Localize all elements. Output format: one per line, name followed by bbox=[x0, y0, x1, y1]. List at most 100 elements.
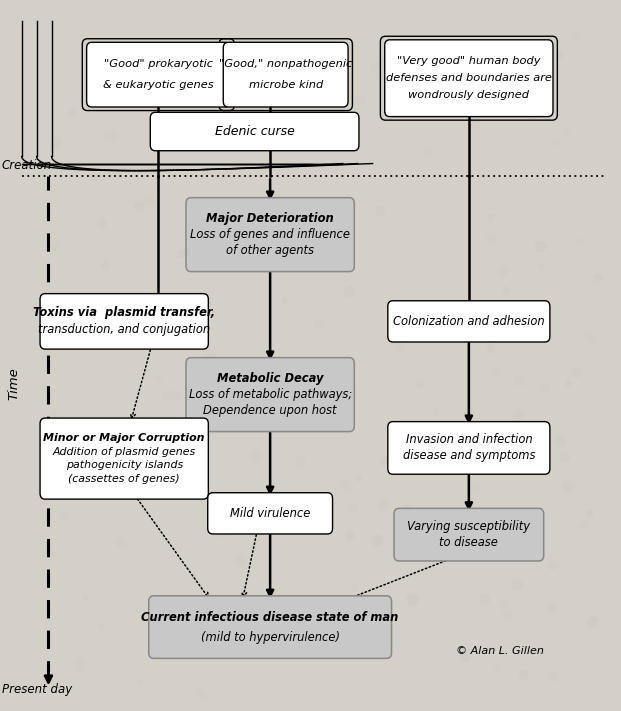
Point bbox=[273, 260, 283, 271]
Point bbox=[585, 331, 595, 343]
Point bbox=[547, 559, 557, 570]
Point bbox=[80, 591, 90, 602]
Point bbox=[573, 235, 582, 246]
Point bbox=[560, 451, 569, 463]
Point bbox=[136, 414, 146, 425]
Point bbox=[376, 205, 386, 216]
Text: Time: Time bbox=[7, 368, 20, 400]
Point bbox=[67, 106, 77, 117]
Point bbox=[58, 510, 68, 521]
Point bbox=[371, 63, 381, 74]
Point bbox=[592, 273, 602, 284]
FancyBboxPatch shape bbox=[388, 422, 550, 474]
Point bbox=[205, 348, 215, 360]
Point bbox=[94, 427, 104, 438]
Point bbox=[163, 389, 173, 400]
Point bbox=[502, 608, 512, 619]
Point bbox=[194, 477, 204, 488]
Point bbox=[87, 170, 97, 181]
Text: Metabolic Decay: Metabolic Decay bbox=[217, 372, 324, 385]
Point bbox=[244, 412, 254, 423]
Point bbox=[83, 452, 93, 464]
Point bbox=[525, 108, 535, 119]
Point bbox=[499, 599, 509, 611]
Point bbox=[514, 375, 524, 387]
Point bbox=[555, 435, 564, 447]
Point bbox=[173, 390, 183, 401]
Point bbox=[99, 260, 109, 271]
Point bbox=[344, 285, 354, 296]
Point bbox=[234, 215, 244, 226]
Point bbox=[486, 232, 496, 244]
Text: Present day: Present day bbox=[2, 683, 72, 696]
Point bbox=[340, 479, 350, 491]
Point bbox=[536, 261, 546, 272]
FancyBboxPatch shape bbox=[149, 596, 392, 658]
Point bbox=[348, 581, 358, 592]
Text: pathogenicity islands: pathogenicity islands bbox=[66, 461, 183, 471]
Point bbox=[106, 131, 116, 142]
Point bbox=[430, 406, 440, 417]
Point bbox=[396, 341, 406, 353]
FancyBboxPatch shape bbox=[394, 508, 544, 561]
FancyBboxPatch shape bbox=[186, 198, 354, 272]
Point bbox=[555, 49, 564, 60]
Point bbox=[176, 247, 186, 258]
Point bbox=[479, 594, 489, 605]
Point bbox=[210, 366, 220, 378]
Point bbox=[355, 94, 365, 105]
FancyBboxPatch shape bbox=[186, 358, 354, 432]
Point bbox=[485, 212, 495, 223]
Point bbox=[165, 314, 175, 326]
Point bbox=[535, 240, 545, 252]
Point bbox=[378, 499, 388, 510]
Text: (mild to hypervirulence): (mild to hypervirulence) bbox=[201, 631, 340, 643]
Text: Toxins via  plasmid transfer,: Toxins via plasmid transfer, bbox=[33, 306, 215, 319]
Point bbox=[153, 373, 163, 384]
FancyBboxPatch shape bbox=[388, 301, 550, 342]
Text: Current infectious disease state of man: Current infectious disease state of man bbox=[142, 611, 399, 624]
Point bbox=[48, 410, 58, 422]
Point bbox=[279, 215, 289, 226]
Point bbox=[353, 472, 363, 483]
Point bbox=[180, 44, 190, 55]
Point bbox=[570, 28, 580, 40]
Point bbox=[71, 431, 81, 442]
Point bbox=[347, 502, 356, 513]
Point bbox=[513, 410, 523, 421]
Point bbox=[272, 223, 282, 235]
Point bbox=[295, 455, 305, 466]
Point bbox=[96, 620, 106, 631]
Point bbox=[169, 458, 179, 469]
Text: Varying susceptibility: Varying susceptibility bbox=[407, 520, 530, 533]
Text: Mild virulence: Mild virulence bbox=[230, 507, 310, 520]
Point bbox=[584, 508, 594, 519]
Point bbox=[248, 365, 258, 376]
Text: of other agents: of other agents bbox=[226, 245, 314, 257]
Point bbox=[209, 90, 219, 101]
Point bbox=[372, 534, 382, 545]
Text: Addition of plasmid genes: Addition of plasmid genes bbox=[53, 447, 196, 456]
Point bbox=[74, 660, 84, 671]
Text: Loss of genes and influence: Loss of genes and influence bbox=[190, 228, 350, 241]
Text: disease and symptoms: disease and symptoms bbox=[402, 449, 535, 462]
Point bbox=[562, 124, 572, 135]
Point bbox=[491, 661, 501, 673]
FancyBboxPatch shape bbox=[150, 112, 359, 151]
Point bbox=[255, 647, 265, 658]
Point bbox=[547, 602, 557, 614]
Point bbox=[196, 688, 206, 700]
Point bbox=[578, 520, 588, 531]
Text: & eukaryotic genes: & eukaryotic genes bbox=[103, 80, 214, 90]
Point bbox=[497, 266, 507, 277]
Point bbox=[345, 385, 355, 397]
Point bbox=[548, 670, 558, 682]
Point bbox=[66, 161, 76, 173]
Point bbox=[235, 555, 245, 566]
Point bbox=[519, 668, 528, 680]
Point bbox=[145, 196, 155, 207]
Point bbox=[328, 161, 338, 173]
FancyBboxPatch shape bbox=[40, 418, 209, 499]
Point bbox=[469, 481, 479, 493]
Point bbox=[471, 112, 481, 124]
